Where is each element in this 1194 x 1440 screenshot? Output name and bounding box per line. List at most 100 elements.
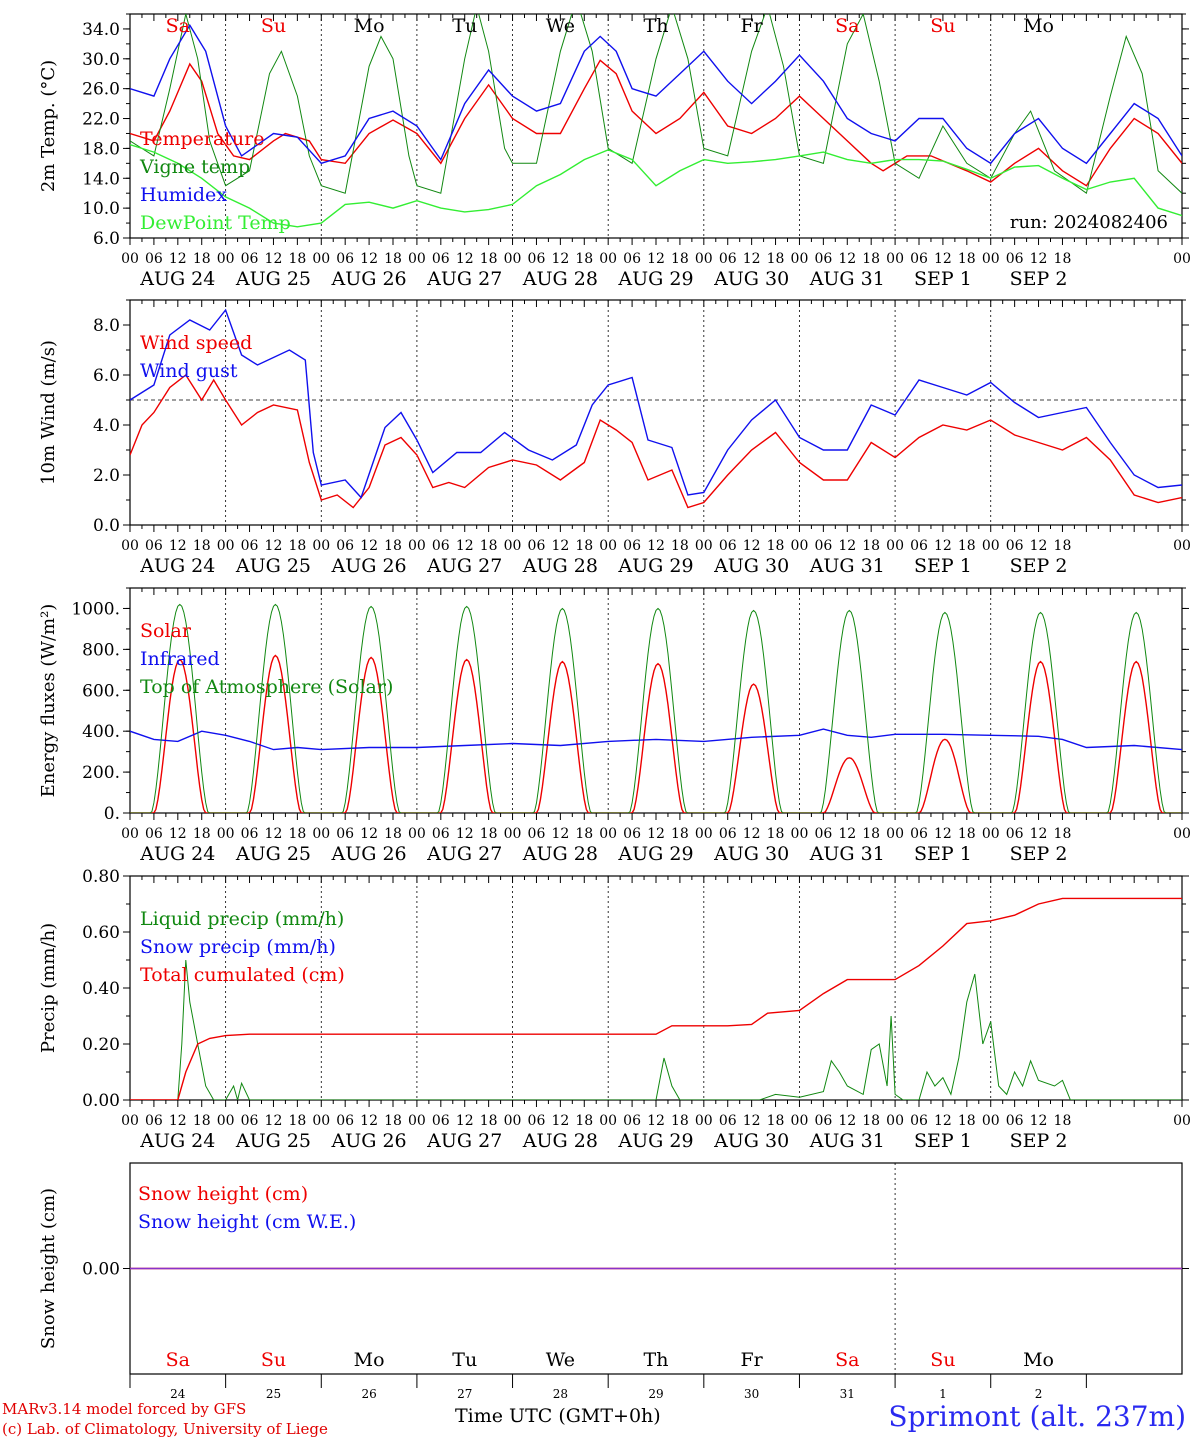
hour-label: 18 (671, 251, 689, 267)
hour-label: 12 (1030, 251, 1048, 267)
date-label: AUG 26 (331, 843, 407, 865)
hour-label: 06 (336, 538, 354, 554)
hour-label: 00 (217, 826, 235, 842)
hour-label: 06 (719, 826, 737, 842)
series-line-solar (130, 654, 1182, 813)
y-tick-label: 1000. (71, 599, 120, 619)
day-of-week-label: Su (930, 1349, 955, 1371)
hour-label: 00 (886, 1113, 904, 1129)
hour-label: 18 (958, 251, 976, 267)
hour-label: 18 (862, 538, 880, 554)
series-line-liquid-precip-mm-h- (130, 959, 1182, 1100)
legend-entry: Wind gust (140, 360, 238, 382)
panel-3 (123, 587, 1189, 820)
legend-entry: Wind speed (140, 332, 252, 354)
hour-label: 06 (241, 538, 259, 554)
y-tick-label: 800. (82, 640, 120, 660)
date-label: AUG 27 (426, 843, 502, 865)
date-label: AUG 29 (617, 843, 693, 865)
legend-entry: Infrared (140, 648, 220, 670)
hour-label: 00 (217, 1113, 235, 1129)
hour-label: 12 (647, 826, 665, 842)
hour-label: 12 (934, 826, 952, 842)
hour-label: 18 (480, 826, 498, 842)
legend-entry: Solar (140, 620, 192, 642)
day-of-week-label: Fr (741, 1349, 764, 1371)
day-of-week-label: Tu (452, 15, 477, 37)
date-label: SEP 2 (1010, 555, 1068, 577)
date-label: AUG 31 (809, 555, 885, 577)
hour-label: 00 (982, 1113, 1000, 1129)
hour-label: 18 (193, 826, 211, 842)
hour-label: 18 (958, 1113, 976, 1129)
y-tick-label: 6.0 (93, 229, 120, 249)
hour-label: 00 (504, 826, 522, 842)
hour-label: 12 (743, 1113, 761, 1129)
legend-entry: Total cumulated (cm) (140, 964, 345, 986)
date-label: AUG 30 (713, 1130, 789, 1152)
y-axis-label: Snow height (cm) (38, 1188, 59, 1349)
hour-label: 18 (575, 538, 593, 554)
hour-label: 12 (838, 826, 856, 842)
date-label: AUG 31 (809, 843, 885, 865)
y-tick-label: 0.40 (82, 979, 120, 999)
hour-label: 18 (862, 1113, 880, 1129)
series-line-temperature (130, 59, 1182, 187)
hour-label: 00 (121, 251, 139, 267)
hour-label: 12 (647, 538, 665, 554)
day-number-label: 29 (648, 1387, 663, 1401)
date-label: SEP 1 (914, 843, 972, 865)
y-tick-label: 0.80 (82, 867, 120, 887)
hour-label: 18 (575, 251, 593, 267)
hour-label: 18 (384, 1113, 402, 1129)
date-label: SEP 1 (914, 268, 972, 290)
legend-entry: Liquid precip (mm/h) (140, 908, 344, 930)
legend-entry: Snow precip (mm/h) (140, 936, 336, 958)
hour-label: 00 (791, 826, 809, 842)
legend-entry: Top of Atmosphere (Solar) (140, 676, 393, 698)
model-credit: MARv3.14 model forced by GFS (2, 1400, 247, 1418)
day-of-week-label: Mo (354, 15, 385, 37)
date-label: AUG 31 (809, 1130, 885, 1152)
hour-label: 00 (886, 251, 904, 267)
hour-label: 18 (288, 1113, 306, 1129)
panel-5 (123, 1162, 1189, 1388)
hour-label: 12 (456, 826, 474, 842)
legend-entry: Snow height (cm W.E.) (138, 1211, 356, 1233)
hour-label: 12 (360, 1113, 378, 1129)
hour-label: 12 (743, 251, 761, 267)
hour-label: 06 (528, 538, 546, 554)
date-label: AUG 26 (331, 555, 407, 577)
hour-label: 06 (241, 251, 259, 267)
hour-label: 12 (647, 251, 665, 267)
hour-label: 06 (719, 538, 737, 554)
hour-label: 18 (193, 1113, 211, 1129)
hour-label: 18 (958, 538, 976, 554)
hour-label: 00 (695, 538, 713, 554)
date-label: SEP 1 (914, 1130, 972, 1152)
date-label: AUG 27 (426, 555, 502, 577)
series-line-wind-speed (130, 373, 1182, 509)
date-label: AUG 25 (235, 843, 311, 865)
day-of-week-label: Th (644, 15, 669, 37)
hour-label: 18 (767, 251, 785, 267)
hour-label: 06 (719, 251, 737, 267)
day-of-week-label: Th (644, 1349, 669, 1371)
y-axis-label: 2m Temp. (°C) (38, 60, 59, 192)
series-line-top-of-atmosphere-solar- (130, 603, 1182, 813)
y-tick-label: 8.0 (93, 316, 120, 336)
y-axis-label: Energy fluxes (W/m²) (38, 604, 59, 798)
hour-label: 00 (886, 538, 904, 554)
hour-label: 18 (862, 826, 880, 842)
hour-label: 00 (695, 1113, 713, 1129)
y-axis-label: Precip (mm/h) (38, 923, 59, 1053)
day-of-week-label: We (546, 15, 575, 37)
plot-frame (129, 13, 1183, 239)
hour-label: 06 (910, 251, 928, 267)
hour-label: 18 (767, 826, 785, 842)
hour-label: 00 (599, 538, 617, 554)
hour-label: 12 (1030, 1113, 1048, 1129)
hour-label: 06 (241, 826, 259, 842)
y-tick-label: 2.0 (93, 466, 120, 486)
